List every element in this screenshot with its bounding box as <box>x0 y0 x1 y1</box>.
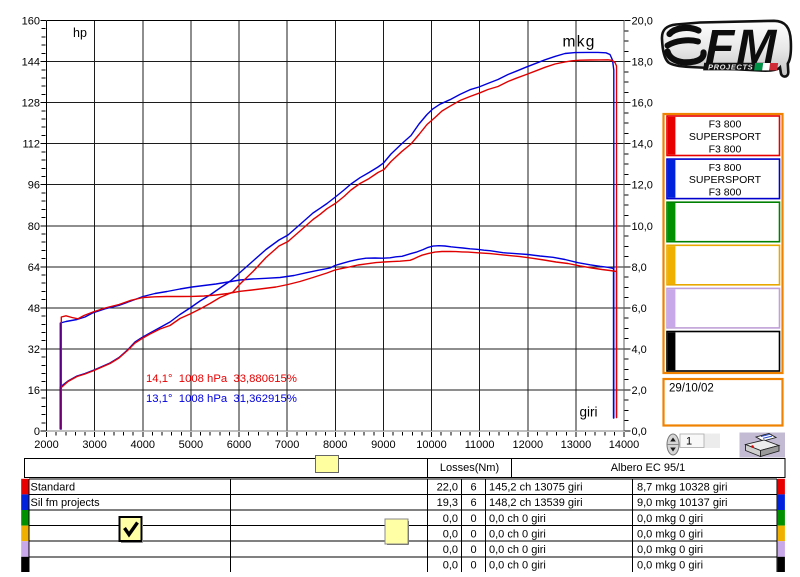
svg-text:0: 0 <box>34 426 40 438</box>
svg-text:6: 6 <box>470 482 476 494</box>
svg-text:0,0 ch 0 giri: 0,0 ch 0 giri <box>489 528 546 540</box>
svg-text:160: 160 <box>22 16 40 28</box>
svg-text:0: 0 <box>470 560 476 572</box>
svg-text:1: 1 <box>686 436 692 448</box>
svg-text:8000: 8000 <box>323 439 347 451</box>
svg-text:hp: hp <box>73 26 87 40</box>
svg-text:0,0: 0,0 <box>632 426 647 438</box>
svg-text:48: 48 <box>28 303 40 315</box>
svg-text:0,0: 0,0 <box>443 544 458 556</box>
svg-text:Standard: Standard <box>31 482 76 494</box>
svg-text:5000: 5000 <box>179 439 203 451</box>
svg-text:0,0 ch 0 giri: 0,0 ch 0 giri <box>489 544 546 556</box>
svg-text:6000: 6000 <box>227 439 251 451</box>
svg-text:F3 800: F3 800 <box>709 187 742 199</box>
svg-text:3000: 3000 <box>82 439 106 451</box>
svg-text:19,3: 19,3 <box>437 497 458 509</box>
svg-text:Albero EC 95/1: Albero EC 95/1 <box>611 462 686 474</box>
svg-text:SUPERSPORT: SUPERSPORT <box>689 131 762 143</box>
svg-text:4,0: 4,0 <box>632 344 647 356</box>
svg-text:11000: 11000 <box>465 439 495 451</box>
svg-text:giri: giri <box>580 405 598 420</box>
svg-text:0: 0 <box>470 528 476 540</box>
svg-text:8,7 mkg 10328 giri: 8,7 mkg 10328 giri <box>637 482 728 494</box>
svg-text:0,0: 0,0 <box>443 528 458 540</box>
svg-text:9,0 mkg 10137 giri: 9,0 mkg 10137 giri <box>637 497 728 509</box>
svg-text:F3 800: F3 800 <box>709 144 742 156</box>
svg-text:13000: 13000 <box>561 439 592 451</box>
svg-text:7000: 7000 <box>275 439 299 451</box>
svg-text:Sil fm projects: Sil fm projects <box>31 497 101 509</box>
svg-text:29/10/02: 29/10/02 <box>669 383 714 395</box>
svg-text:22,0: 22,0 <box>437 482 458 494</box>
svg-text:14000: 14000 <box>609 439 640 451</box>
svg-text:6: 6 <box>470 497 476 509</box>
svg-text:145,2 ch 13075 giri: 145,2 ch 13075 giri <box>489 482 583 494</box>
svg-text:16: 16 <box>28 385 40 397</box>
svg-text:10,0: 10,0 <box>632 221 653 233</box>
svg-text:F3 800: F3 800 <box>709 119 742 131</box>
svg-text:12000: 12000 <box>513 439 544 451</box>
svg-text:18,0: 18,0 <box>632 57 653 69</box>
svg-text:64: 64 <box>28 262 40 274</box>
svg-text:6,0: 6,0 <box>632 303 647 315</box>
svg-text:10000: 10000 <box>416 439 447 451</box>
svg-text:96: 96 <box>28 180 40 192</box>
svg-text:14,1° 1008 hPa 33,880615%: 14,1° 1008 hPa 33,880615% <box>146 373 297 385</box>
svg-text:144: 144 <box>22 57 40 69</box>
svg-text:4000: 4000 <box>131 439 155 451</box>
svg-text:20,0: 20,0 <box>632 16 653 28</box>
svg-text:0,0: 0,0 <box>443 513 458 525</box>
svg-text:0,0 mkg 0 giri: 0,0 mkg 0 giri <box>637 560 703 572</box>
svg-text:0: 0 <box>470 513 476 525</box>
svg-text:128: 128 <box>22 98 40 110</box>
svg-text:2000: 2000 <box>34 439 58 451</box>
svg-text:Losses(Nm): Losses(Nm) <box>440 462 499 474</box>
svg-text:0,0: 0,0 <box>443 560 458 572</box>
svg-text:16,0: 16,0 <box>632 98 653 110</box>
svg-text:13,1° 1008 hPa 31,362915%: 13,1° 1008 hPa 31,362915% <box>146 393 297 405</box>
svg-text:14,0: 14,0 <box>632 139 653 151</box>
svg-text:0,0 ch 0 giri: 0,0 ch 0 giri <box>489 560 546 572</box>
svg-text:0: 0 <box>470 544 476 556</box>
svg-text:0,0 ch 0 giri: 0,0 ch 0 giri <box>489 513 546 525</box>
svg-text:0,0 mkg 0 giri: 0,0 mkg 0 giri <box>637 528 703 540</box>
svg-text:148,2 ch 13539 giri: 148,2 ch 13539 giri <box>489 497 583 509</box>
svg-text:8,0: 8,0 <box>632 262 647 274</box>
svg-text:2,0: 2,0 <box>632 385 647 397</box>
svg-text:PROJECTS: PROJECTS <box>708 63 753 72</box>
svg-text:80: 80 <box>28 221 40 233</box>
svg-text:0,0 mkg 0 giri: 0,0 mkg 0 giri <box>637 513 703 525</box>
svg-text:12,0: 12,0 <box>632 180 653 192</box>
svg-text:112: 112 <box>22 139 40 151</box>
svg-text:mkg: mkg <box>563 34 596 51</box>
svg-text:32: 32 <box>28 344 40 356</box>
svg-text:SUPERSPORT: SUPERSPORT <box>689 174 762 186</box>
svg-text:F3 800: F3 800 <box>709 162 742 174</box>
svg-text:9000: 9000 <box>371 439 395 451</box>
svg-text:0,0 mkg 0 giri: 0,0 mkg 0 giri <box>637 544 703 556</box>
